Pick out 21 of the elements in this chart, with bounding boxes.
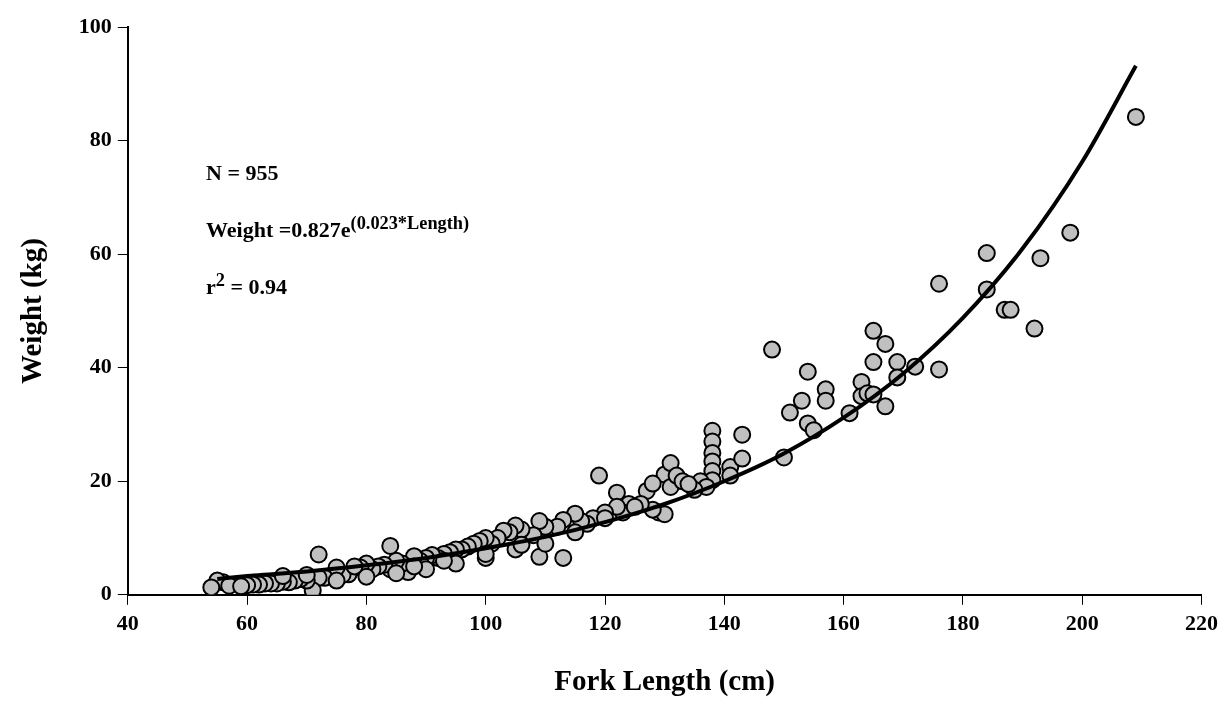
x-tick-label: 140 xyxy=(707,609,741,635)
annotation: r$^{2}$ = 0.94 xyxy=(206,269,288,302)
y-tick-label: 20 xyxy=(89,466,112,492)
x-tick-label: 220 xyxy=(1185,609,1218,635)
annotation: N = 955 xyxy=(206,159,280,187)
x-tick-label: 160 xyxy=(827,609,861,635)
x-tick-label: 120 xyxy=(588,609,622,635)
y-tick-label: 0 xyxy=(100,580,112,606)
y-tick-label: 80 xyxy=(89,126,112,152)
annotation: Weight =0.827e$^{(0.023*Length)}$ xyxy=(206,212,470,245)
x-tick-label: 40 xyxy=(116,609,139,635)
x-tick-label: 180 xyxy=(946,609,980,635)
x-axis-title: Fork Length (cm) xyxy=(554,664,775,698)
x-tick-label: 200 xyxy=(1065,609,1099,635)
y-tick-label: 60 xyxy=(89,239,112,265)
y-tick-label: 100 xyxy=(78,12,112,38)
y-tick-label: 40 xyxy=(89,353,112,379)
x-tick-label: 60 xyxy=(236,609,259,635)
x-tick-label: 80 xyxy=(355,609,378,635)
x-tick-label: 100 xyxy=(469,609,503,635)
y-axis-title: Weight (kg) xyxy=(14,238,48,384)
